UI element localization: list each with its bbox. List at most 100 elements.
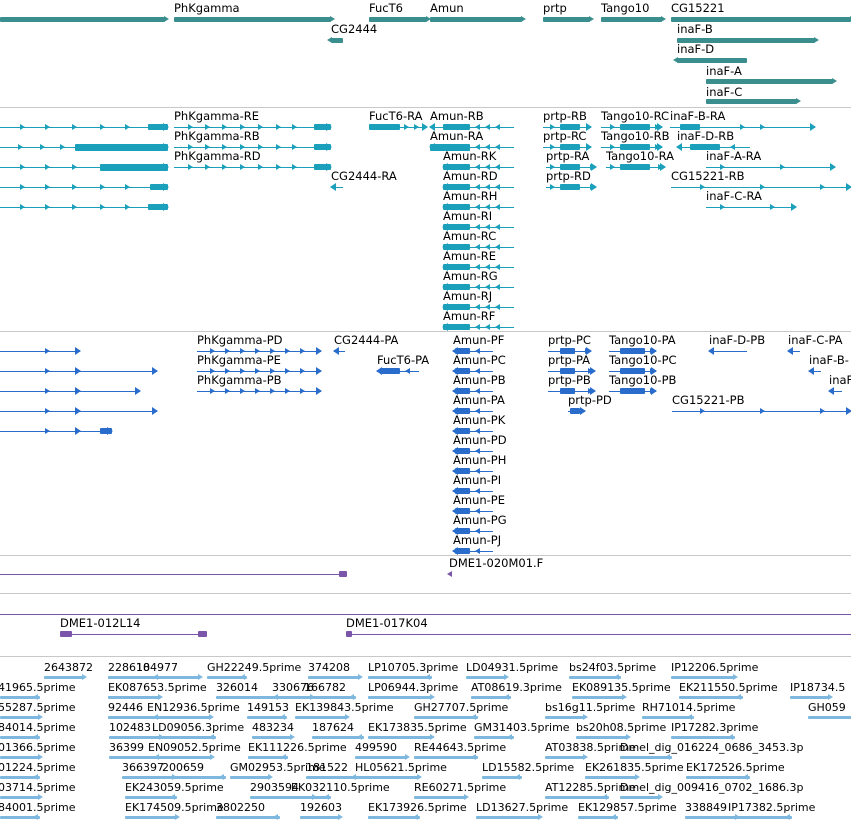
- est-bar[interactable]: [0, 715, 40, 719]
- transcript-exon[interactable]: [455, 528, 470, 534]
- est-label[interactable]: AT03838.5prime: [545, 741, 636, 754]
- transcript-exon[interactable]: [443, 224, 470, 230]
- est-label[interactable]: EK111226.5prime: [248, 741, 347, 754]
- protein-label[interactable]: Amun-PH: [453, 453, 507, 467]
- est-label[interactable]: 326014: [216, 681, 258, 694]
- est-label[interactable]: 84001.5prime: [0, 801, 76, 814]
- clone-end-block[interactable]: [346, 631, 352, 637]
- est-bar[interactable]: [148, 755, 212, 759]
- est-bar[interactable]: [471, 695, 511, 699]
- est-label[interactable]: 192603: [300, 801, 342, 814]
- est-bar[interactable]: [109, 755, 161, 759]
- clone-label[interactable]: DME1-012L14: [60, 616, 141, 630]
- est-label[interactable]: 3802250: [216, 801, 265, 814]
- est-bar[interactable]: [300, 815, 340, 819]
- est-label[interactable]: IP18734.5: [790, 681, 846, 694]
- est-label[interactable]: 366397: [122, 761, 164, 774]
- est-bar[interactable]: [585, 775, 637, 779]
- transcript-exon[interactable]: [455, 548, 470, 554]
- est-label[interactable]: 200659: [162, 761, 204, 774]
- est-label[interactable]: 374208: [308, 661, 350, 674]
- transcript-label[interactable]: PhKgamma-RB: [174, 129, 260, 143]
- est-bar[interactable]: [728, 815, 792, 819]
- est-label[interactable]: EK211550.5prime: [679, 681, 778, 694]
- est-label[interactable]: bs16g11.5prime: [545, 701, 636, 714]
- transcript-exon[interactable]: [148, 124, 168, 130]
- transcript-label[interactable]: PhKgamma-RE: [174, 109, 259, 123]
- est-label[interactable]: 483234: [252, 721, 294, 734]
- transcript-exon[interactable]: [560, 184, 580, 190]
- est-bar[interactable]: [808, 715, 851, 719]
- est-bar[interactable]: [671, 675, 735, 679]
- transcript-exon[interactable]: [455, 388, 470, 394]
- protein-label[interactable]: CG15221-PB: [672, 393, 745, 407]
- est-label[interactable]: EK139843.5prime: [295, 701, 394, 714]
- est-bar[interactable]: [685, 815, 737, 819]
- transcript-label[interactable]: Amun-RG: [443, 269, 498, 283]
- transcript-label[interactable]: Amun-RC: [443, 229, 497, 243]
- est-label[interactable]: 104977: [136, 661, 178, 674]
- est-bar[interactable]: [545, 795, 609, 799]
- est-label[interactable]: GM02953.5prime: [230, 761, 326, 774]
- est-bar[interactable]: [308, 675, 360, 679]
- transcript-exon[interactable]: [100, 428, 112, 434]
- gene-label[interactable]: CG15221: [671, 1, 725, 15]
- transcript-label[interactable]: inaF-D-RB: [677, 129, 735, 143]
- transcript-label[interactable]: Amun-RA: [430, 129, 484, 143]
- est-label[interactable]: 84014.5prime: [0, 721, 76, 734]
- protein-label[interactable]: CG2444-PA: [334, 333, 399, 347]
- est-label[interactable]: 03714.5prime: [0, 781, 76, 794]
- est-label[interactable]: EK129857.5prime: [578, 801, 677, 814]
- est-label[interactable]: GH27707.5prime: [414, 701, 509, 714]
- est-label[interactable]: IP17282.3prime: [671, 721, 759, 734]
- est-bar[interactable]: [414, 795, 466, 799]
- transcript-label[interactable]: Amun-RD: [443, 169, 498, 183]
- est-label[interactable]: EK173835.5prime: [368, 721, 467, 734]
- est-bar[interactable]: [368, 675, 432, 679]
- transcript-exon[interactable]: [620, 368, 645, 374]
- est-label[interactable]: LD15582.5prime: [482, 761, 575, 774]
- transcript-exon[interactable]: [150, 184, 168, 190]
- est-bar[interactable]: [304, 695, 356, 699]
- est-bar[interactable]: [44, 675, 84, 679]
- transcript-exon[interactable]: [443, 184, 470, 190]
- est-bar[interactable]: [147, 715, 211, 719]
- est-label[interactable]: GH059: [808, 701, 846, 714]
- est-label[interactable]: 499590: [355, 741, 397, 754]
- est-bar[interactable]: [312, 735, 364, 739]
- gene-bar[interactable]: [677, 57, 747, 63]
- est-label[interactable]: 187624: [312, 721, 354, 734]
- transcript-label[interactable]: Tango10-RA: [606, 149, 674, 163]
- protein-label[interactable]: prtp-PC: [548, 333, 591, 347]
- est-bar[interactable]: [125, 795, 177, 799]
- transcript-label[interactable]: prtp-RD: [546, 169, 591, 183]
- est-label[interactable]: 330676: [272, 681, 314, 694]
- gene-label[interactable]: FucT6: [369, 1, 403, 15]
- est-bar[interactable]: [368, 735, 432, 739]
- est-bar[interactable]: [620, 755, 672, 759]
- gene-bar[interactable]: [671, 16, 851, 22]
- est-bar[interactable]: [306, 775, 358, 779]
- est-bar[interactable]: [109, 735, 161, 739]
- est-label[interactable]: EK173926.5prime: [368, 801, 467, 814]
- transcript-exon[interactable]: [620, 144, 650, 150]
- gene-label[interactable]: PhKgamma: [174, 1, 240, 15]
- transcript-exon[interactable]: [560, 388, 575, 394]
- est-bar[interactable]: [0, 815, 40, 819]
- est-bar[interactable]: [295, 715, 347, 719]
- est-label[interactable]: RH71014.5prime: [642, 701, 736, 714]
- est-bar[interactable]: [162, 775, 226, 779]
- est-bar[interactable]: [671, 735, 735, 739]
- transcript-exon[interactable]: [314, 124, 331, 130]
- clone-label[interactable]: DME1-017K04: [346, 616, 428, 630]
- est-label[interactable]: 149153: [247, 701, 289, 714]
- transcript-exon[interactable]: [148, 204, 168, 210]
- est-label[interactable]: LP06944.3prime: [368, 681, 459, 694]
- transcript-exon[interactable]: [75, 143, 168, 151]
- est-bar[interactable]: [679, 695, 743, 699]
- transcript-exon[interactable]: [443, 284, 470, 290]
- transcript-exon[interactable]: [369, 124, 400, 130]
- transcript-label[interactable]: prtp-RA: [546, 149, 590, 163]
- protein-label[interactable]: Amun-PB: [453, 373, 506, 387]
- est-bar[interactable]: [152, 735, 216, 739]
